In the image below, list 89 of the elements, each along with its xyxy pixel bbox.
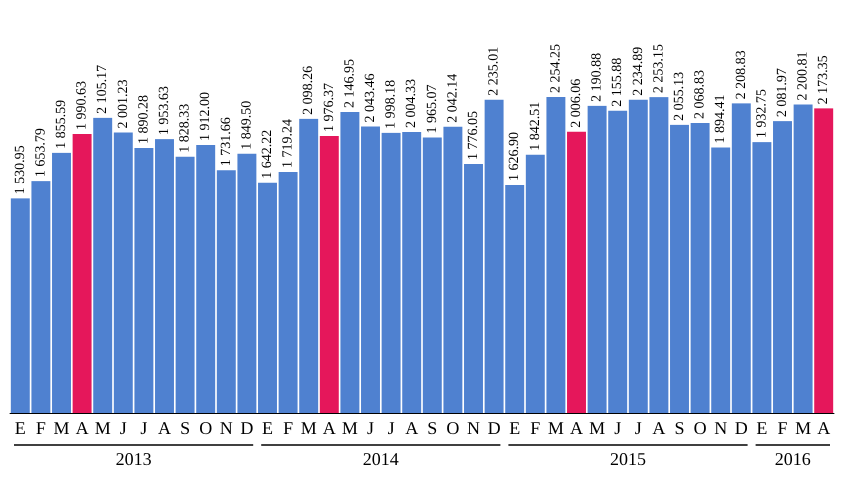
data-label: 2 200.81 <box>796 51 811 100</box>
x-tick-label: M <box>795 418 812 438</box>
data-label: 1 990.63 <box>74 80 90 130</box>
data-label: 1 953.63 <box>157 86 172 136</box>
x-tick-label: F <box>283 418 294 438</box>
data-label: 2 208.83 <box>734 50 749 100</box>
data-label: 2 190.88 <box>590 52 605 102</box>
data-label: 1 776.05 <box>466 111 481 160</box>
x-tick-label: J <box>634 418 642 438</box>
data-label: 2 105.17 <box>95 64 110 114</box>
data-label: 1 855.59 <box>54 100 69 149</box>
data-label: 1 912.00 <box>198 92 214 141</box>
data-label: 2 055.13 <box>672 72 687 121</box>
data-label: 2 004.33 <box>404 79 420 128</box>
data-label: 1 828.33 <box>178 104 193 153</box>
x-tick-label: M <box>94 418 111 438</box>
x-tick-label: M <box>548 418 564 438</box>
x-tick-label: A <box>76 418 89 438</box>
x-tick-label: F <box>36 418 46 438</box>
data-label: 2 173.35 <box>816 55 832 104</box>
data-label: 1 719.24 <box>280 118 296 168</box>
x-tick-label: D <box>240 418 254 438</box>
x-tick-label: M <box>589 418 606 438</box>
data-label: 1 965.07 <box>424 84 440 134</box>
data-label: 2 098.26 <box>301 66 316 115</box>
x-tick-label: E <box>262 418 273 438</box>
data-label: 2 146.95 <box>342 59 358 108</box>
data-label: 2 068.83 <box>692 70 708 119</box>
x-tick-label: A <box>158 418 171 438</box>
x-tick-label: J <box>366 418 374 438</box>
data-label: 2 234.89 <box>630 46 646 96</box>
data-label: 1 976.37 <box>322 82 337 132</box>
x-tick-label: E <box>509 418 520 438</box>
bar <box>814 108 834 413</box>
data-label: 2 001.23 <box>116 79 131 128</box>
x-tick-label: M <box>300 418 317 438</box>
data-label: 2 043.46 <box>363 74 378 123</box>
data-label: 1 626.90 <box>507 132 522 181</box>
bar <box>72 134 92 413</box>
x-tick-label: D <box>488 418 501 438</box>
data-label: 2 042.14 <box>445 74 460 123</box>
data-label: 1 894.41 <box>713 94 728 144</box>
data-label: 1 849.50 <box>239 100 254 150</box>
x-tick-label: F <box>777 418 788 438</box>
data-label: 2 155.88 <box>610 58 626 107</box>
x-tick-label: S <box>427 418 438 438</box>
bar <box>93 118 112 413</box>
x-tick-label: D <box>734 418 748 438</box>
text: 2016 <box>774 449 811 469</box>
data-label: 1 731.66 <box>218 117 234 166</box>
x-tick-label: J <box>614 418 622 438</box>
data-label: 1 842.51 <box>528 102 543 151</box>
bar <box>320 136 339 413</box>
data-label: 2 253.15 <box>651 44 666 94</box>
data-label: 2 235.01 <box>486 46 502 96</box>
x-tick-label: S <box>180 418 190 438</box>
x-tick-label: O <box>199 418 212 438</box>
x-tick-label: N <box>714 418 728 438</box>
x-tick-label: A <box>652 418 666 438</box>
x-tick-label: J <box>120 418 127 438</box>
x-tick-label: A <box>817 418 830 438</box>
x-tick-label: A <box>322 418 336 438</box>
data-label: 1 530.95 <box>12 145 28 194</box>
data-label: 2 081.97 <box>775 68 790 118</box>
data-label: 1 642.22 <box>260 130 275 179</box>
data-label: 2 254.25 <box>548 44 564 93</box>
data-label: 1 890.28 <box>136 95 152 144</box>
x-tick-label: N <box>467 418 480 438</box>
x-tick-label: O <box>694 418 707 438</box>
bar <box>567 132 586 413</box>
text: 2013 <box>116 449 152 469</box>
x-tick-label: J <box>388 418 395 438</box>
text: 2015 <box>610 449 646 469</box>
x-tick-label: F <box>530 418 540 438</box>
data-label: 1 998.18 <box>384 80 399 129</box>
text: 2014 <box>362 449 399 469</box>
x-tick-label: E <box>756 418 768 438</box>
data-label: 1 653.79 <box>33 128 48 178</box>
data-label: 2 006.06 <box>569 78 584 128</box>
x-tick-label: A <box>570 418 583 438</box>
x-tick-label: S <box>674 418 685 438</box>
x-tick-label: M <box>342 418 358 438</box>
x-tick-label: E <box>14 418 26 438</box>
x-tick-label: O <box>446 418 460 438</box>
data-label: 1 932.75 <box>754 89 770 138</box>
x-tick-label: J <box>140 418 148 438</box>
x-tick-label: M <box>53 418 70 438</box>
x-tick-label: A <box>405 418 418 438</box>
x-tick-label: N <box>220 418 233 438</box>
